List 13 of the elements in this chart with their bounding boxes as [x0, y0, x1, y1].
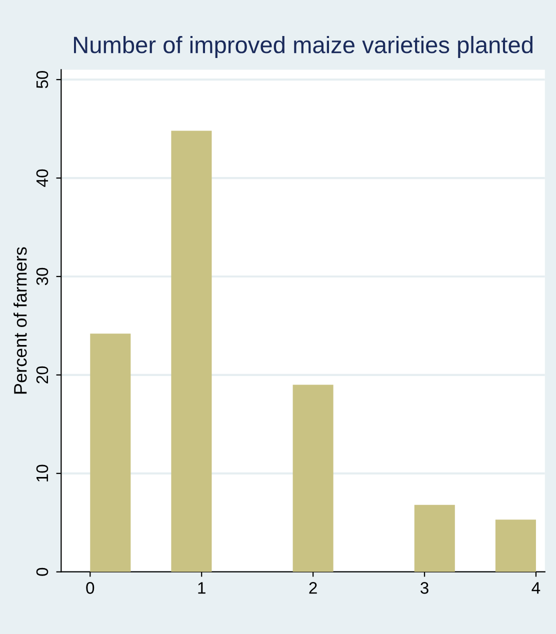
y-tick-label: 10: [36, 464, 48, 482]
x-tick-label: 0: [86, 582, 94, 594]
y-tick-label: 40: [36, 169, 48, 187]
y-axis-title: Percent of farmers: [14, 247, 27, 394]
x-tick-label: 4: [532, 582, 540, 594]
x-tick-label: 3: [420, 582, 428, 594]
chart-title: Number of improved maize varieties planted: [74, 36, 532, 58]
y-tick-label: 20: [36, 366, 48, 384]
y-tick-label: 0: [36, 568, 48, 576]
y-tick-label: 30: [36, 268, 48, 286]
y-tick-label: 50: [36, 70, 48, 88]
x-tick-label: 2: [309, 582, 317, 594]
x-tick-label: 1: [198, 582, 206, 594]
